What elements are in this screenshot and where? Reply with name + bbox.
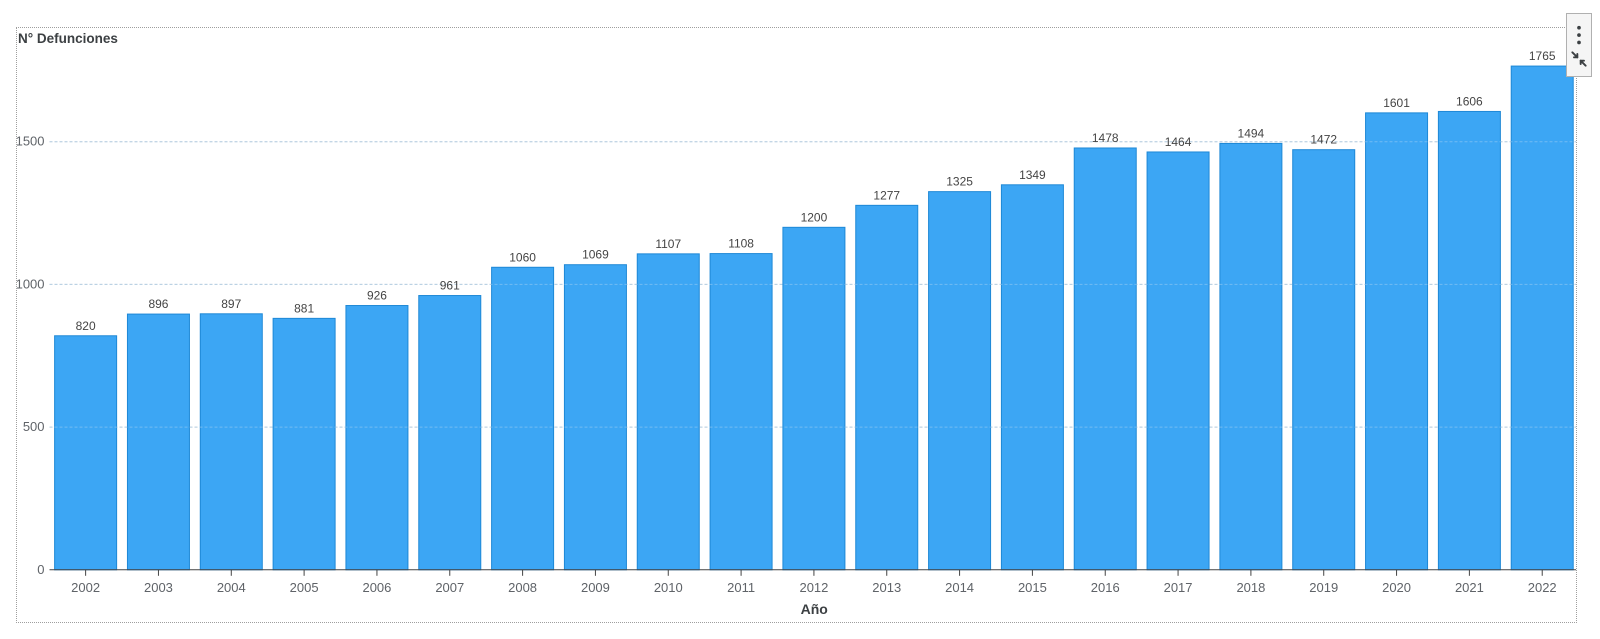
svg-text:0: 0 xyxy=(37,562,44,577)
svg-text:2015: 2015 xyxy=(1017,580,1046,595)
svg-text:1108: 1108 xyxy=(728,237,754,251)
svg-text:2020: 2020 xyxy=(1382,580,1411,595)
svg-text:897: 897 xyxy=(221,297,241,311)
svg-text:961: 961 xyxy=(439,279,459,293)
svg-text:1325: 1325 xyxy=(946,175,973,189)
svg-text:881: 881 xyxy=(294,301,314,315)
svg-text:1069: 1069 xyxy=(582,248,609,262)
svg-text:2004: 2004 xyxy=(216,580,245,595)
svg-text:1000: 1000 xyxy=(16,276,44,291)
svg-text:500: 500 xyxy=(22,419,44,434)
svg-text:820: 820 xyxy=(75,319,95,333)
svg-text:2007: 2007 xyxy=(435,580,464,595)
svg-text:2017: 2017 xyxy=(1163,580,1192,595)
svg-text:2019: 2019 xyxy=(1309,580,1338,595)
svg-text:2018: 2018 xyxy=(1236,580,1265,595)
svg-text:1060: 1060 xyxy=(509,250,536,264)
svg-text:1765: 1765 xyxy=(1528,49,1555,63)
svg-text:1478: 1478 xyxy=(1091,131,1118,145)
svg-text:896: 896 xyxy=(148,297,168,311)
svg-text:1606: 1606 xyxy=(1456,94,1483,108)
svg-text:2021: 2021 xyxy=(1454,580,1483,595)
svg-text:2013: 2013 xyxy=(872,580,901,595)
svg-text:2016: 2016 xyxy=(1090,580,1119,595)
svg-text:2002: 2002 xyxy=(71,580,100,595)
svg-text:1464: 1464 xyxy=(1164,135,1191,149)
svg-text:2010: 2010 xyxy=(653,580,682,595)
svg-text:2022: 2022 xyxy=(1527,580,1556,595)
svg-text:1200: 1200 xyxy=(800,210,827,224)
svg-text:926: 926 xyxy=(366,289,386,303)
svg-text:2014: 2014 xyxy=(945,580,974,595)
svg-text:1601: 1601 xyxy=(1383,96,1410,110)
svg-text:2012: 2012 xyxy=(799,580,828,595)
svg-text:1500: 1500 xyxy=(16,134,44,149)
svg-text:1494: 1494 xyxy=(1237,126,1264,140)
svg-text:1107: 1107 xyxy=(655,237,681,251)
svg-text:2003: 2003 xyxy=(144,580,173,595)
svg-text:2005: 2005 xyxy=(289,580,318,595)
svg-text:1349: 1349 xyxy=(1019,168,1046,182)
svg-text:1277: 1277 xyxy=(873,188,900,202)
svg-text:1472: 1472 xyxy=(1310,133,1337,147)
svg-text:2006: 2006 xyxy=(362,580,391,595)
svg-text:Año: Año xyxy=(800,601,827,617)
svg-text:2008: 2008 xyxy=(508,580,537,595)
svg-text:2009: 2009 xyxy=(580,580,609,595)
svg-text:2011: 2011 xyxy=(727,580,755,595)
